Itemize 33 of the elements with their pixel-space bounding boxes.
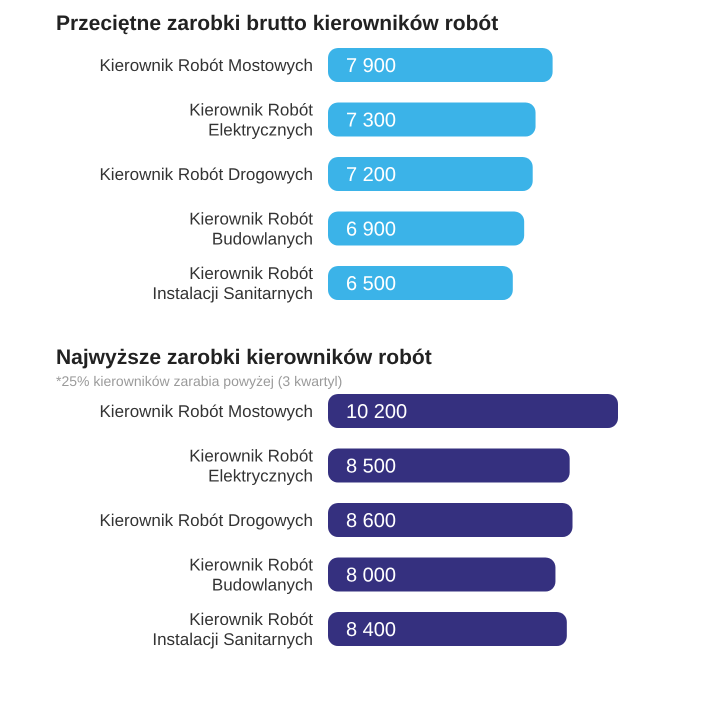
y-tick-label: Kierownik Robót Elektrycznych bbox=[189, 100, 314, 140]
y-tick-label: Kierownik Robót Mostowych bbox=[99, 402, 313, 421]
bar bbox=[328, 266, 513, 300]
y-tick-label: Kierownik Robót Drogowych bbox=[99, 511, 313, 530]
bar bbox=[328, 212, 524, 246]
data-label: 7 300 bbox=[346, 110, 396, 132]
data-label: 8 000 bbox=[346, 564, 396, 586]
chart-title: Najwyższe zarobki kierowników robót bbox=[56, 346, 432, 369]
bar bbox=[328, 612, 567, 646]
data-label: 8 600 bbox=[346, 510, 396, 532]
bar bbox=[328, 503, 573, 537]
data-label: 6 500 bbox=[346, 273, 396, 295]
y-tick-label: Kierownik Robót Drogowych bbox=[99, 165, 313, 184]
bar bbox=[328, 558, 556, 592]
data-label: 10 200 bbox=[346, 401, 408, 423]
y-tick-label: Kierownik Robót Budowlanych bbox=[189, 556, 314, 594]
bar bbox=[328, 48, 553, 82]
bar bbox=[328, 157, 533, 191]
bar bbox=[328, 102, 536, 136]
y-tick-label: Kierownik Robót Budowlanych bbox=[189, 210, 314, 248]
y-tick-label: Kierownik Robót Mostowych bbox=[99, 56, 313, 75]
y-tick-label: Kierownik Robót Instalacji Sanitarnych bbox=[152, 610, 314, 649]
data-label: 7 200 bbox=[346, 164, 396, 186]
text: *25% kierowników zarabia powyżej (3 kwartyl) bbox=[56, 373, 342, 389]
bar bbox=[328, 394, 618, 428]
data-label: 6 900 bbox=[346, 218, 396, 240]
chart-title: Przeciętne zarobki brutto kierowników robót bbox=[56, 12, 498, 35]
y-tick-label: Kierownik Robót Elektrycznych bbox=[189, 446, 314, 486]
data-label: 7 900 bbox=[346, 55, 396, 77]
data-label: 8 400 bbox=[346, 619, 396, 641]
y-tick-label: Kierownik Robót Instalacji Sanitarnych bbox=[152, 264, 314, 303]
data-label: 8 500 bbox=[346, 456, 396, 478]
bar bbox=[328, 448, 570, 482]
